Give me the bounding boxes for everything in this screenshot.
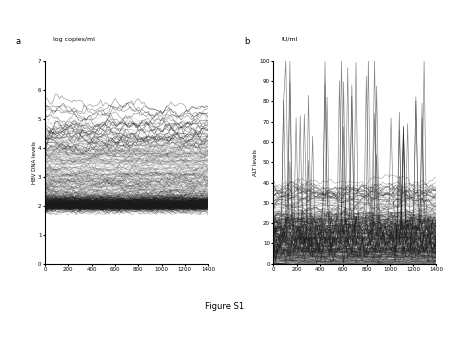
Y-axis label: HBV DNA levels: HBV DNA levels: [32, 141, 36, 184]
Text: b: b: [244, 37, 249, 46]
Text: a: a: [16, 37, 21, 46]
Text: IU/ml: IU/ml: [282, 37, 298, 42]
Y-axis label: ALT levels: ALT levels: [253, 149, 258, 176]
Text: Figure S1: Figure S1: [206, 302, 244, 311]
Text: log copies/ml: log copies/ml: [53, 37, 95, 42]
